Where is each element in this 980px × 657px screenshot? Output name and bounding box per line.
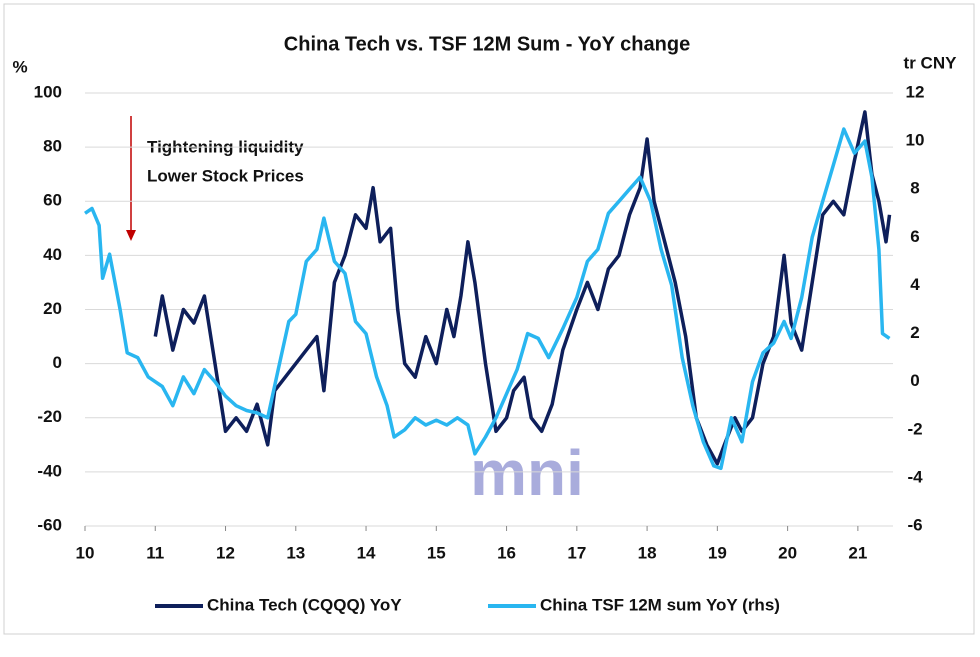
chart-title: China Tech vs. TSF 12M Sum - YoY change: [284, 33, 690, 55]
x-tick-label: 20: [778, 543, 797, 562]
y-tick-label: 0: [53, 353, 62, 372]
legend-label: China TSF 12M sum YoY (rhs): [540, 595, 780, 614]
x-tick-label: 15: [427, 543, 446, 562]
y2-tick-label: 10: [906, 131, 925, 150]
y-tick-label: 40: [43, 245, 62, 264]
y-tick-label: 60: [43, 191, 62, 210]
y-tick-label: -40: [37, 461, 62, 480]
series-line: [153, 110, 892, 466]
x-tick-label: 10: [76, 543, 95, 562]
y2-tick-label: 8: [910, 179, 919, 198]
y2-tick-label: 0: [910, 371, 919, 390]
y-tick-label: -20: [37, 407, 62, 426]
lines: [84, 110, 892, 471]
y2-tick-label: 12: [906, 82, 925, 101]
y-tick-label: -60: [37, 515, 62, 534]
x-tick-label: 17: [567, 543, 586, 562]
x-tick-label: 13: [286, 543, 305, 562]
y2-tick-label: -2: [907, 419, 922, 438]
x-tick-label: 18: [638, 543, 657, 562]
series-line: [84, 127, 891, 471]
x-tick-label: 21: [848, 543, 867, 562]
annotation-arrowhead: [126, 230, 136, 241]
x-tick-label: 12: [216, 543, 235, 562]
y2-tick-label: -4: [907, 467, 923, 486]
x-tick-label: 11: [146, 543, 164, 562]
y2-axis-label: tr CNY: [904, 53, 958, 72]
y-tick-label: 80: [43, 137, 62, 156]
y-tick-label: 100: [34, 82, 62, 101]
x-tick-label: 14: [357, 543, 376, 562]
y-tick-label: 20: [43, 299, 62, 318]
chart-border: [3, 3, 975, 635]
x-tick-label: 16: [497, 543, 516, 562]
y2-tick-label: -6: [907, 515, 922, 534]
watermark: mni: [470, 437, 584, 509]
y2-tick-label: 4: [910, 275, 920, 294]
y-axis-label: %: [12, 57, 27, 76]
grid: [84, 92, 893, 531]
y2-tick-label: 6: [910, 227, 919, 246]
annotation: Lower Stock Prices: [147, 166, 304, 185]
legend-label: China Tech (CQQQ) YoY: [207, 595, 402, 614]
y2-tick-label: 2: [910, 323, 919, 342]
x-tick-label: 19: [708, 543, 727, 562]
